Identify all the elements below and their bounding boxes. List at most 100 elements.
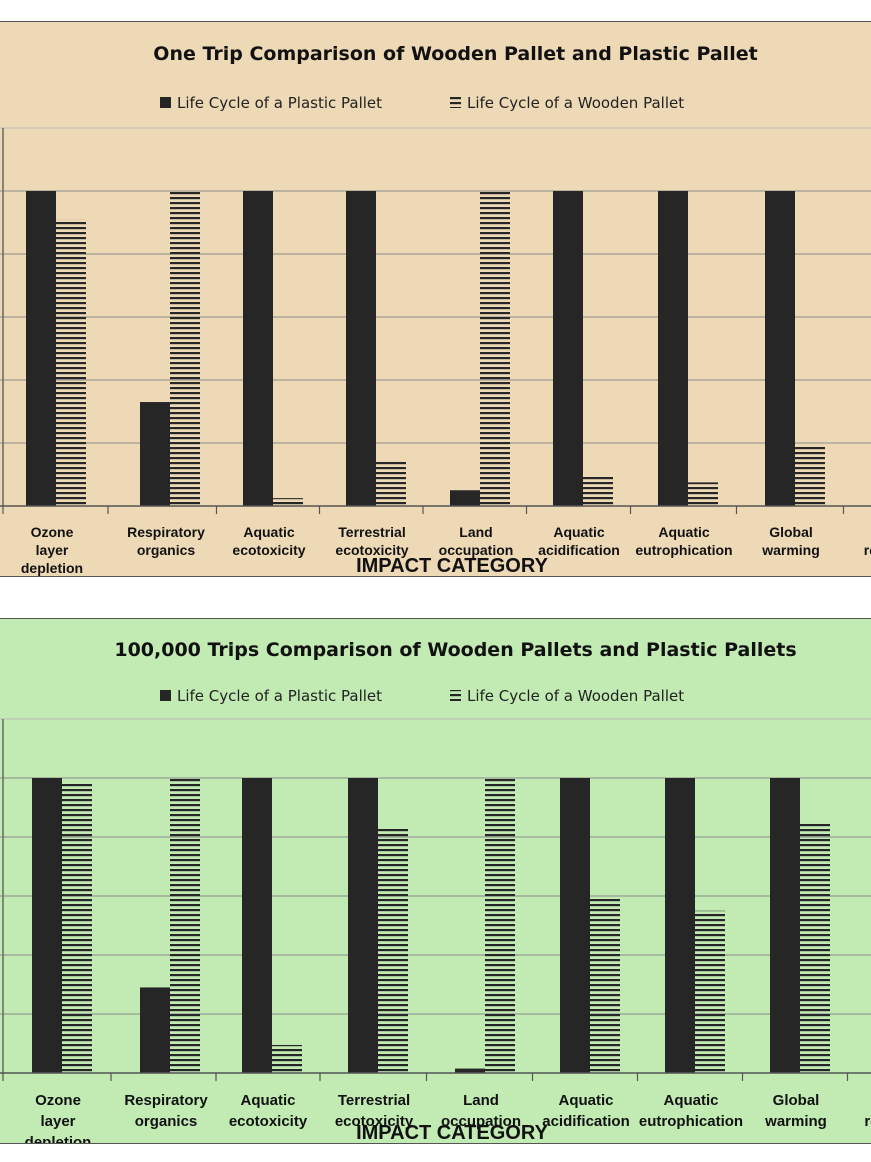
bar-plastic [560,778,590,1073]
bar-wooden [485,778,515,1073]
bars [32,778,830,1073]
bar-wooden [695,910,725,1073]
bar-plastic [32,778,62,1073]
category-label-line: occupation [441,1113,521,1130]
bar-wooden [170,191,200,506]
category-label-line: Aquatic [240,1092,295,1109]
category-label-line: Terrestrial [338,524,405,540]
category-label-line: renewable [864,542,871,558]
legend-swatch-plastic [160,690,171,701]
bar-plastic [242,778,272,1073]
bar-wooden [56,219,86,506]
category-label: Non-renewableenergy [864,1092,871,1143]
category-label: Ozone layer depletion [25,1092,92,1143]
category-label-line: ecotoxicity [229,1113,308,1130]
category-label-line: depletion [25,1134,92,1143]
chart-100000-trips: 100,000 Trips Comparison of Wooden Palle… [0,618,871,1144]
category-label-line: eutrophication [639,1113,743,1130]
category-label: Respiratory organics [124,1092,208,1130]
category-label: Terrestrial ecotoxicity [335,1092,414,1130]
category-label: Aquatic acidification [538,524,620,558]
legend-label-plastic: Life Cycle of a Plastic Pallet [177,94,382,112]
bar-plastic [455,1068,485,1073]
category-label: Aquatic eutrophication [635,524,732,558]
bar-plastic [658,191,688,506]
bar-wooden [376,461,406,506]
category-labels: Ozone layer depletion Respiratory organics Aq… [21,524,871,576]
category-label: Non-renewableenergy [864,524,871,576]
chart-100000-trips-svg: 100,000 Trips Comparison of Wooden Palle… [0,619,871,1143]
category-label: Terrestrial ecotoxicity [335,524,408,558]
bar-plastic [770,778,800,1073]
bar-plastic [140,987,170,1073]
category-label-line: Aquatic [243,524,295,540]
category-label-line: organics [137,542,196,558]
category-label-line: acidification [538,542,620,558]
category-label: Respiratory organics [127,524,205,558]
category-label-line: warming [764,1113,827,1130]
bar-wooden [273,498,303,506]
category-label-line: Respiratory [124,1092,208,1109]
legend-swatch-plastic [160,97,171,108]
category-label-line: ecotoxicity [335,542,408,558]
category-label: Aquatic eutrophication [639,1092,743,1130]
bar-plastic [140,402,170,506]
bar-plastic [243,191,273,506]
category-label-line: Ozone [35,1092,81,1109]
bar-wooden [795,446,825,506]
legend-label-wooden: Life Cycle of a Wooden Pallet [467,687,684,705]
category-label-line: organics [135,1113,198,1130]
category-label-line: ecotoxicity [232,542,305,558]
category-label-line: Global [769,524,813,540]
category-label-line: Respiratory [127,524,205,540]
category-label: Ozone layer depletion [21,524,83,576]
category-label-line: acidification [542,1113,630,1130]
bar-wooden [800,822,830,1073]
category-label: Global warming [761,524,820,558]
category-label-line: occupation [439,542,514,558]
category-label: Aquatic ecotoxicity [232,524,305,558]
bar-plastic [450,490,480,506]
legend: Life Cycle of a Plastic Pallet Life Cycle… [160,687,684,705]
chart-one-trip-svg: One Trip Comparison of Wooden Pallet and… [0,22,871,576]
legend-label-plastic: Life Cycle of a Plastic Pallet [177,687,382,705]
category-label-line: Terrestrial [338,1092,410,1109]
category-label-line: ecotoxicity [335,1113,414,1130]
category-label-line: Land [459,524,492,540]
category-label-line: layer [36,542,69,558]
category-label-line: Ozone [31,524,74,540]
category-label-line: layer [40,1113,75,1130]
chart-title: 100,000 Trips Comparison of Wooden Palle… [114,639,796,661]
category-labels: Ozone layer depletion Respiratory organics Aq… [25,1092,871,1143]
category-label-line: eutrophication [635,542,732,558]
chart-background [0,22,871,576]
bar-plastic [348,778,378,1073]
bar-wooden [583,474,613,506]
x-axis-label: IMPACT CATEGORY [356,555,549,576]
category-label: Aquatic acidification [542,1092,630,1130]
bar-plastic [346,191,376,506]
category-label-line: Global [773,1092,820,1109]
category-label: Land occupation [441,1092,521,1130]
category-label-line: Aquatic [558,1092,613,1109]
legend: Life Cycle of a Plastic Pallet Life Cycle… [160,94,684,112]
bar-plastic [26,191,56,506]
bar-plastic [665,778,695,1073]
category-label-line: depletion [21,560,83,576]
category-label: Land occupation [439,524,514,558]
bar-wooden [590,898,620,1073]
category-label-line: Aquatic [553,524,605,540]
category-label: Global warming [764,1092,827,1130]
category-label: Aquatic ecotoxicity [229,1092,308,1130]
x-axis-label: IMPACT CATEGORY [356,1122,549,1143]
category-label-line: Land [463,1092,499,1109]
chart-title: One Trip Comparison of Wooden Pallet and… [153,43,757,65]
legend-label-wooden: Life Cycle of a Wooden Pallet [467,94,684,112]
bar-plastic [553,191,583,506]
legend-swatch-wooden [450,690,461,701]
chart-background [0,619,871,1143]
bar-wooden [62,783,92,1073]
category-label-line: renewable [864,1113,871,1130]
bar-wooden [272,1044,302,1073]
category-label-line: Aquatic [663,1092,718,1109]
